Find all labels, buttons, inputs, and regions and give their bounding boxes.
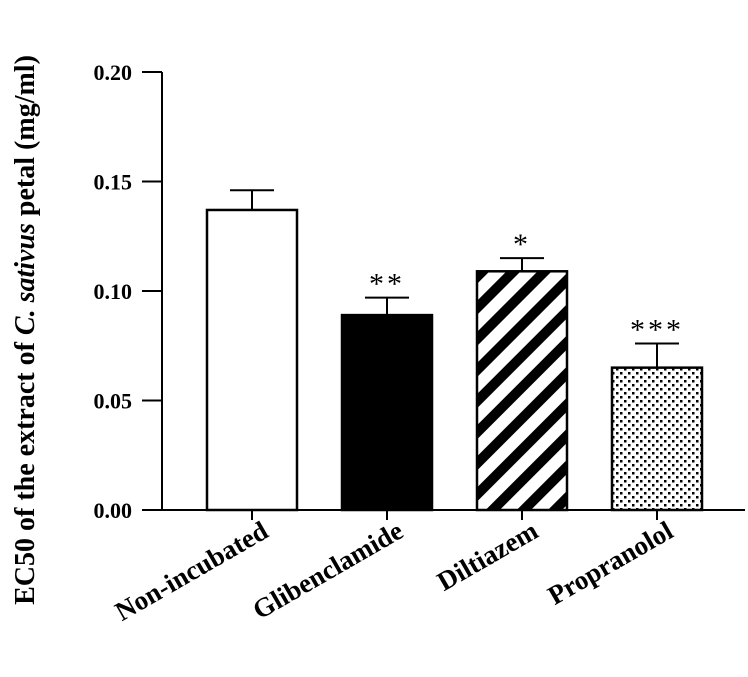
category-label: Glibenclamide	[248, 515, 409, 625]
category-label-group: Propranolol	[543, 515, 679, 611]
y-tick-label: 0.20	[94, 60, 133, 85]
category-label: Non-incubated	[110, 515, 273, 626]
bar-diltiazem	[475, 270, 569, 512]
category-label-group: Diltiazem	[432, 515, 544, 597]
y-axis-title-italic: C. sativus	[10, 223, 41, 335]
bar-propranolol	[610, 366, 704, 512]
y-axis-title: EC50 of the extract of C. sativus petal …	[10, 55, 41, 605]
category-label-group: Glibenclamide	[248, 515, 409, 625]
y-axis-title-suffix: petal (mg/ml)	[10, 55, 41, 223]
category-label-group: Non-incubated	[110, 515, 273, 626]
significance-marker: ***	[630, 314, 684, 347]
bar-glibenclamide	[340, 313, 434, 512]
significance-marker: *	[513, 228, 531, 261]
y-axis-title-prefix: EC50 of the extract of	[10, 335, 41, 605]
category-label: Propranolol	[543, 515, 679, 611]
y-tick-label: 0.05	[94, 389, 133, 414]
significance-marker: **	[369, 268, 405, 301]
category-label: Diltiazem	[432, 515, 544, 597]
bars: ******	[205, 189, 704, 512]
y-tick-label: 0.15	[94, 170, 133, 195]
y-tick-label: 0.00	[94, 498, 133, 523]
y-tick-label: 0.10	[94, 279, 133, 304]
bar-non-incubated	[205, 208, 299, 512]
